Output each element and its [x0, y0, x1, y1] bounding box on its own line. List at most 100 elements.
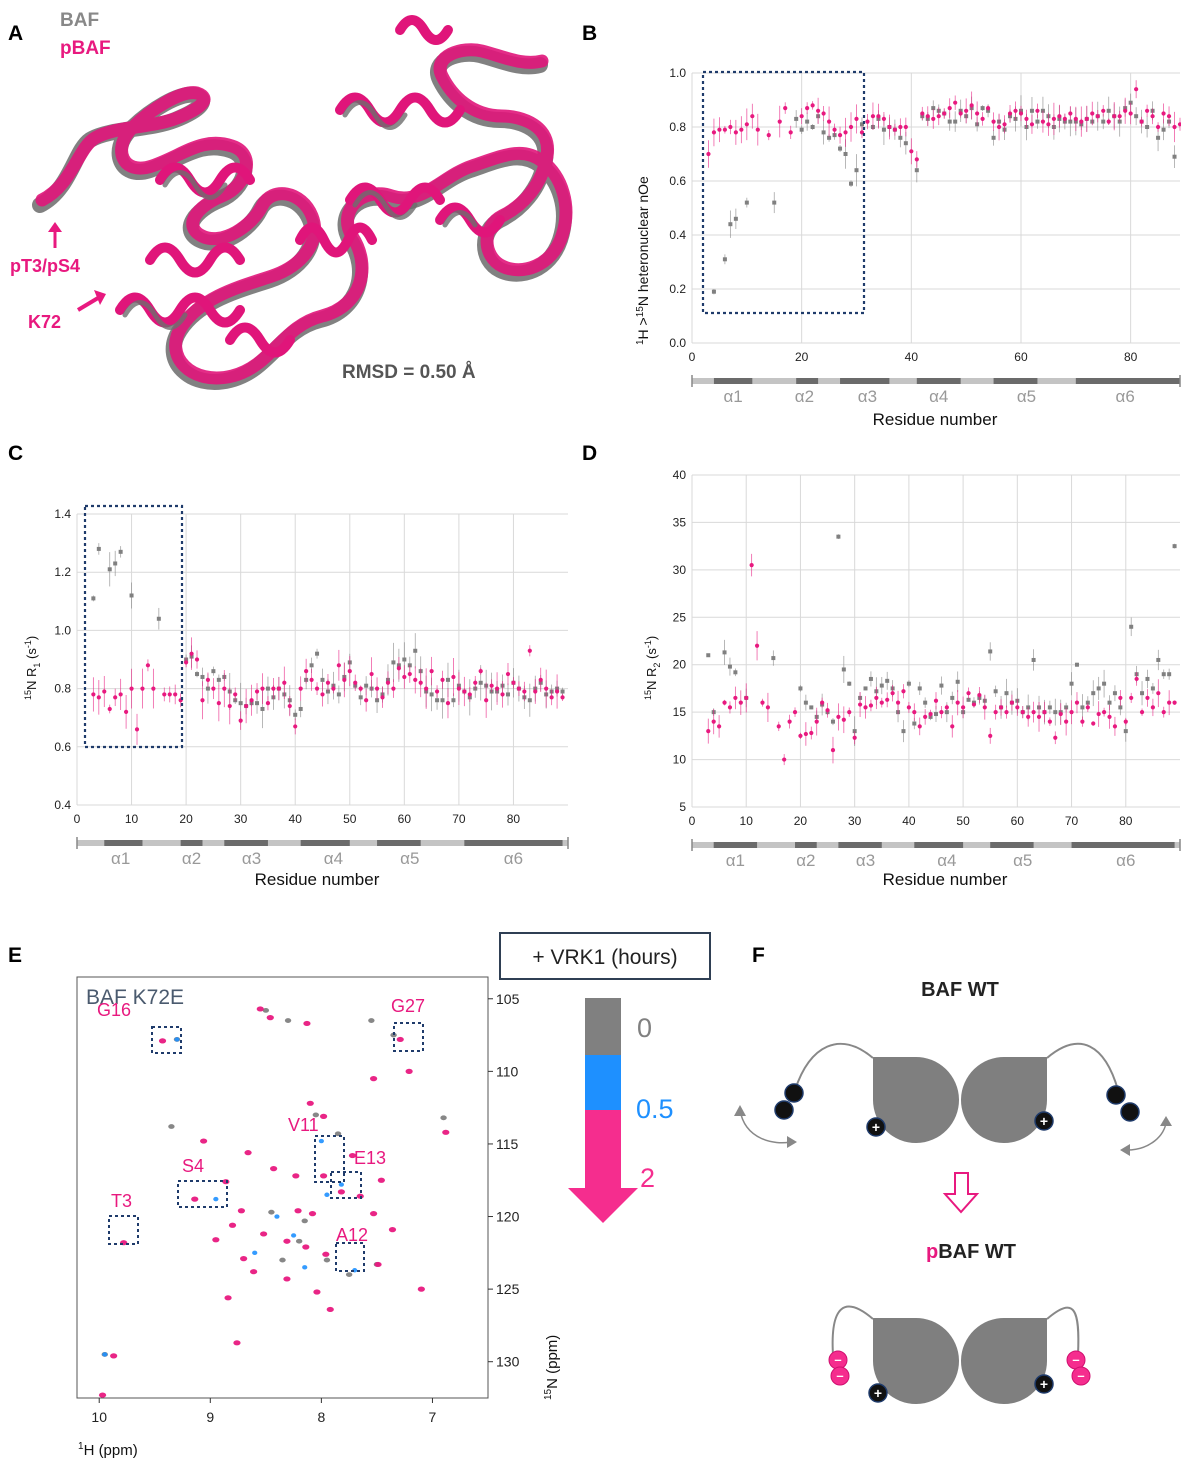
nmr-peak-t2 [313, 1289, 321, 1295]
data-point-pbaf [1042, 710, 1047, 715]
data-point-pbaf [706, 729, 711, 734]
protein-structure-image [32, 15, 573, 390]
chart-e-hsqc: 10 9 8 7 105 110 115 120 125 130 [76, 976, 520, 1425]
data-point-pbaf [205, 677, 211, 682]
y-tick-label: 105 [496, 991, 520, 1007]
nmr-peak-t0 [279, 1257, 286, 1263]
data-point-baf [859, 122, 864, 127]
nmr-peak-t2 [417, 1286, 425, 1292]
data-point-pbaf [803, 731, 808, 737]
data-point-pbaf [993, 710, 998, 715]
panel-label-c: C [8, 442, 23, 465]
data-point-baf [934, 712, 938, 717]
data-point-pbaf [511, 680, 516, 685]
data-point-baf [255, 701, 260, 706]
data-point-pbaf [1058, 711, 1063, 717]
nmr-peak-t2 [270, 1166, 278, 1172]
peak-label-t3: T3 [111, 1191, 132, 1211]
data-point-pbaf [1068, 111, 1073, 116]
y-tick-label: 115 [496, 1136, 519, 1152]
data-point-pbaf [222, 686, 227, 691]
data-point-pbaf [733, 695, 738, 701]
data-point-pbaf [914, 157, 919, 162]
data-point-pbaf [298, 686, 303, 691]
data-point-baf [810, 125, 815, 129]
data-point-baf [1004, 691, 1009, 696]
data-point-pbaf [527, 648, 532, 653]
data-point-baf [993, 689, 998, 694]
data-point-pbaf [1004, 710, 1009, 715]
data-point-baf [798, 686, 803, 691]
data-point-baf [1128, 100, 1133, 105]
y-tick-label: 35 [673, 515, 687, 529]
data-point-pbaf [424, 686, 429, 691]
nmr-peak-t2 [303, 1020, 311, 1027]
data-point-pbaf [909, 149, 914, 154]
nmr-peak-t2 [306, 1100, 314, 1106]
data-point-baf [1118, 705, 1123, 710]
nmr-peak-t2 [320, 1173, 328, 1179]
data-point-baf [1091, 691, 1096, 696]
data-point-pbaf [184, 660, 189, 665]
data-point-pbaf [901, 689, 906, 694]
y-tick-label: 0.2 [669, 282, 686, 296]
data-point-pbaf [1036, 714, 1042, 719]
data-point-pbaf [1080, 719, 1085, 724]
data-point-pbaf [782, 757, 787, 762]
y-tick-label: 20 [673, 658, 687, 672]
nmr-peak-t0-5 [174, 1037, 180, 1042]
y-tick-label: 10 [673, 753, 687, 767]
data-point-baf [391, 660, 396, 665]
y-axis-label-e: 15N (ppm) [543, 1335, 561, 1400]
data-point-pbaf [1046, 122, 1051, 127]
svg-text:+: + [872, 1119, 880, 1135]
data-point-baf [966, 697, 971, 702]
x-axis-label-d: Residue number [883, 870, 1008, 889]
data-point-pbaf [385, 680, 391, 685]
time-label-0-5: 0.5 [636, 1094, 674, 1124]
nmr-peak-t0-5 [274, 1214, 280, 1219]
nmr-peak-t0-5 [302, 1265, 308, 1270]
data-point-baf [772, 200, 777, 205]
y-tick-label: 15 [673, 705, 687, 719]
pbaf-wt-dimer-diagram: – – – – + + [828, 1305, 1091, 1404]
data-point-pbaf [971, 702, 977, 707]
data-point-pbaf [353, 680, 358, 685]
nmr-peak-t2 [237, 1208, 245, 1214]
data-point-pbaf [254, 689, 260, 694]
vrk1-legend-title: + VRK1 (hours) [532, 946, 677, 969]
data-point-baf [991, 135, 996, 140]
data-point-pbaf [1118, 695, 1123, 701]
helix-label: α3 [242, 849, 261, 868]
helix-label: α5 [1013, 851, 1032, 870]
helix-label: α6 [1116, 851, 1135, 870]
x-tick-label: 40 [289, 812, 303, 826]
nmr-peak-t2 [374, 1261, 382, 1268]
data-point-pbaf [903, 124, 908, 130]
svg-text:–: – [1072, 1352, 1079, 1367]
nmr-peak-t0 [345, 1272, 353, 1278]
data-point-pbaf [478, 669, 483, 674]
data-point-pbaf [1172, 700, 1177, 705]
data-point-baf [216, 677, 221, 682]
data-point-baf [903, 141, 908, 146]
data-point-pbaf [456, 686, 461, 691]
x-tick-label: 20 [794, 814, 808, 828]
data-point-pbaf [494, 686, 500, 691]
data-point-pbaf [837, 133, 843, 138]
data-point-pbaf [200, 698, 205, 703]
nmr-peak-t2 [228, 1222, 237, 1228]
x-tick-label: 70 [1065, 814, 1079, 828]
x-tick-label: 30 [848, 814, 862, 828]
data-point-pbaf [1047, 719, 1052, 724]
data-point-baf [1064, 705, 1069, 710]
site-label-k72: K72 [28, 312, 61, 332]
data-point-pbaf [554, 689, 560, 694]
data-point-pbaf [129, 686, 134, 691]
data-point-baf [854, 168, 859, 173]
data-point-pbaf [1069, 710, 1074, 715]
data-point-baf [1156, 135, 1161, 140]
helix-label: α6 [504, 849, 523, 868]
y-tick-label: 0.0 [669, 336, 686, 350]
data-point-pbaf [980, 116, 985, 121]
